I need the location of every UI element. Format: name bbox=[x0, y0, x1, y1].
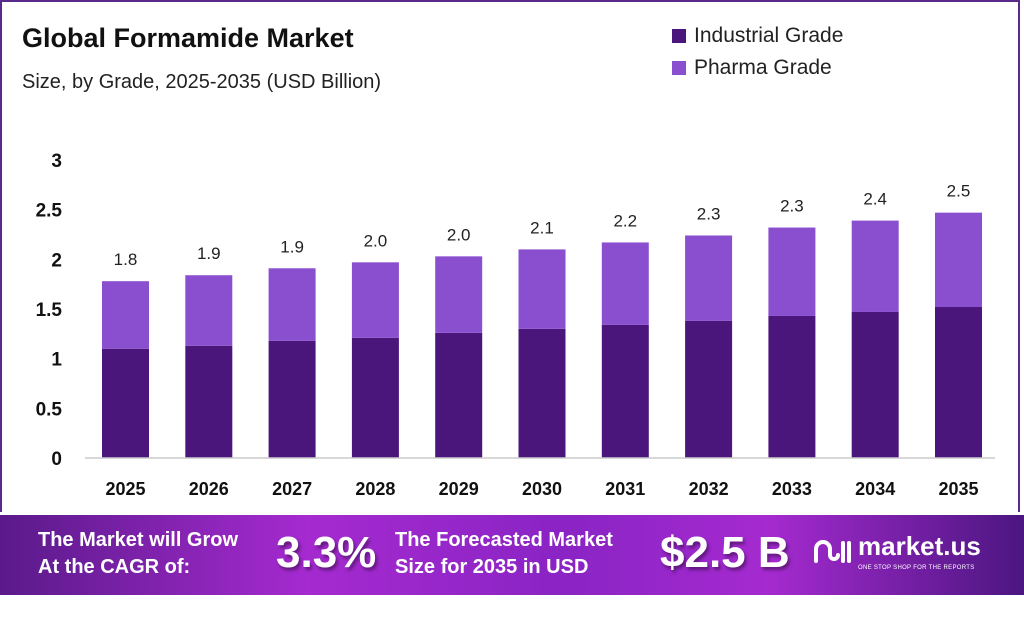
bar-pharma bbox=[518, 249, 566, 329]
logo-text: market.us bbox=[858, 531, 981, 561]
market-us-logo: market.us ONE STOP SHOP FOR THE REPORTS bbox=[812, 531, 981, 572]
x-tick-label: 2034 bbox=[855, 479, 895, 499]
x-tick-label: 2027 bbox=[272, 479, 312, 499]
x-tick-label: 2032 bbox=[689, 479, 729, 499]
bar-pharma bbox=[102, 281, 149, 349]
legend-label: Industrial Grade bbox=[694, 24, 844, 47]
bar-industrial bbox=[185, 345, 233, 458]
data-label: 2.0 bbox=[447, 225, 471, 244]
bar-pharma bbox=[185, 275, 233, 346]
legend-item-pharma: Pharma Grade bbox=[672, 52, 843, 84]
x-tick-label: 2031 bbox=[605, 479, 645, 499]
cagr-label-line-1: The Market will Grow bbox=[38, 529, 239, 551]
legend-item-industrial: Industrial Grade bbox=[672, 20, 843, 52]
cagr-label-line-2: At the CAGR of: bbox=[38, 556, 191, 578]
bar-industrial bbox=[851, 311, 899, 458]
bar-industrial bbox=[268, 340, 316, 458]
bar-industrial bbox=[435, 332, 483, 458]
summary-banner: The Market will Grow At the CAGR of: 3.3%… bbox=[0, 515, 1024, 595]
data-label: 2.2 bbox=[613, 211, 637, 230]
bar-pharma bbox=[601, 242, 649, 325]
logo-tagline: ONE STOP SHOP FOR THE REPORTS bbox=[858, 565, 975, 571]
bar-industrial bbox=[601, 324, 649, 458]
x-tick-label: 2029 bbox=[439, 479, 479, 499]
data-label: 1.9 bbox=[280, 237, 304, 256]
forecast-value: $2.5 B bbox=[660, 528, 790, 577]
forecast-label: The Forecasted Market Size for 2035 in US… bbox=[395, 527, 613, 581]
y-tick-label: 2.5 bbox=[36, 201, 63, 222]
data-label: 2.4 bbox=[863, 190, 887, 209]
data-label: 2.3 bbox=[697, 204, 721, 223]
bar-industrial bbox=[102, 348, 149, 458]
bar-pharma bbox=[351, 262, 399, 338]
data-label: 2.3 bbox=[780, 197, 804, 216]
chart-subtitle: Size, by Grade, 2025-2035 (USD Billion) bbox=[22, 71, 382, 93]
data-label: 2.1 bbox=[530, 218, 554, 237]
chart-title: Global Formamide Market bbox=[22, 23, 354, 53]
x-tick-label: 2033 bbox=[772, 479, 812, 499]
legend-swatch bbox=[672, 61, 686, 75]
x-tick-label: 2025 bbox=[105, 479, 145, 499]
bar-industrial bbox=[768, 315, 816, 458]
data-label: 2.5 bbox=[947, 182, 971, 201]
bar-pharma bbox=[935, 212, 982, 308]
cagr-value: 3.3% bbox=[276, 528, 377, 577]
y-tick-label: 0 bbox=[51, 449, 62, 470]
forecast-label-line-1: The Forecasted Market bbox=[395, 529, 613, 551]
logo-icon bbox=[814, 539, 851, 563]
y-tick-label: 1.5 bbox=[36, 300, 63, 321]
bar-pharma bbox=[435, 256, 483, 333]
bar-industrial bbox=[685, 320, 733, 458]
bar-pharma bbox=[268, 268, 316, 341]
bar-pharma bbox=[768, 227, 816, 316]
data-label: 1.8 bbox=[114, 250, 138, 269]
chart-frame bbox=[0, 0, 1020, 512]
bar-chart: 0 0.5 1 1.5 2 2.5 3 1.8 2025 1.9 2026 1.9 2027 2.0 202… bbox=[36, 151, 995, 499]
cagr-label: The Market will Grow At the CAGR of: bbox=[38, 527, 238, 581]
data-label: 1.9 bbox=[197, 244, 221, 263]
legend: Industrial Grade Pharma Grade bbox=[672, 20, 843, 84]
forecast-label-line-2: Size for 2035 in USD bbox=[395, 556, 589, 578]
bar-industrial bbox=[351, 337, 399, 458]
y-tick-label: 0.5 bbox=[36, 399, 63, 420]
bar-industrial bbox=[518, 328, 566, 458]
x-tick-label: 2026 bbox=[189, 479, 229, 499]
legend-swatch bbox=[672, 29, 686, 43]
y-tick-label: 2 bbox=[51, 250, 62, 271]
y-tick-label: 3 bbox=[51, 151, 62, 172]
x-tick-label: 2028 bbox=[355, 479, 395, 499]
bar-pharma bbox=[851, 220, 899, 312]
bar-pharma bbox=[685, 235, 733, 321]
x-tick-label: 2030 bbox=[522, 479, 562, 499]
legend-label: Pharma Grade bbox=[694, 56, 832, 79]
bar-industrial bbox=[935, 307, 982, 458]
data-label: 2.0 bbox=[364, 231, 388, 250]
y-tick-label: 1 bbox=[51, 350, 62, 371]
x-tick-label: 2035 bbox=[938, 479, 978, 499]
